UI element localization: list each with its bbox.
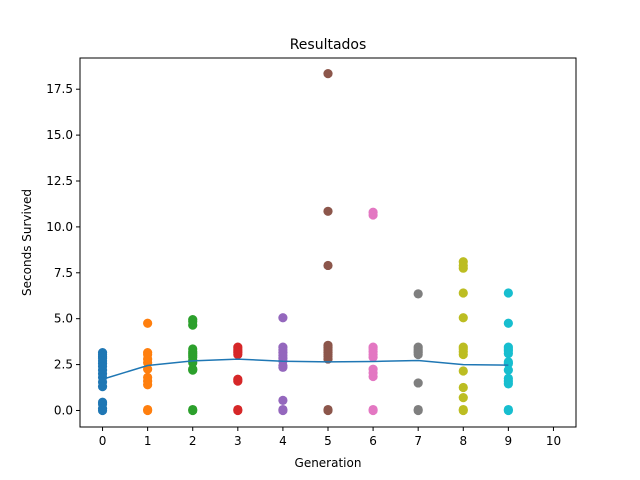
- data-point: [503, 365, 513, 375]
- data-point: [503, 318, 513, 328]
- data-point: [323, 260, 333, 271]
- y-tick-label: 10.0: [46, 220, 73, 234]
- data-point: [143, 405, 153, 416]
- y-tick-label: 0.0: [54, 403, 73, 417]
- mean-line: [102, 358, 509, 380]
- data-point: [368, 371, 378, 382]
- data-point: [503, 405, 513, 416]
- data-point: [278, 362, 288, 372]
- data-point: [503, 288, 513, 298]
- data-point: [368, 210, 378, 220]
- data-point: [233, 376, 243, 386]
- x-tick-label: 5: [324, 434, 332, 448]
- data-point: [233, 349, 243, 360]
- x-tick-label: 6: [369, 434, 377, 448]
- chart-marks: [97, 69, 513, 416]
- data-point: [188, 320, 198, 330]
- y-axis-label: Seconds Survived: [20, 189, 34, 296]
- data-point: [143, 380, 153, 390]
- data-point: [97, 405, 108, 416]
- x-tick-label: 0: [99, 434, 107, 448]
- data-point: [458, 349, 468, 360]
- data-point: [278, 405, 288, 416]
- data-point: [458, 393, 468, 403]
- data-point: [458, 313, 468, 323]
- y-tick-label: 5.0: [54, 312, 73, 326]
- data-point: [278, 395, 288, 405]
- x-tick-label: 4: [279, 434, 287, 448]
- data-point: [323, 206, 333, 216]
- data-point: [188, 405, 198, 416]
- y-tick-label: 7.5: [54, 266, 73, 280]
- x-tick-label: 10: [546, 434, 561, 448]
- y-tick-label: 12.5: [46, 174, 73, 188]
- x-axis: 0 1 2 3 4 5 6 7 8 9 10: [99, 427, 561, 448]
- data-point: [503, 359, 513, 369]
- data-point: [188, 365, 198, 375]
- data-point: [413, 378, 423, 388]
- x-tick-label: 3: [234, 434, 242, 448]
- data-point: [413, 289, 423, 299]
- data-point: [503, 379, 513, 389]
- y-tick-label: 15.0: [46, 128, 73, 142]
- x-tick-label: 2: [189, 434, 197, 448]
- data-point: [368, 352, 378, 362]
- data-point: [233, 405, 243, 416]
- y-axis: 0.0 2.5 5.0 7.5 10.0 12.5 15.0 17.5: [46, 82, 80, 417]
- data-point: [458, 405, 468, 416]
- y-tick-label: 2.5: [54, 358, 73, 372]
- data-point: [458, 288, 468, 298]
- data-point: [278, 313, 288, 323]
- data-point: [503, 348, 513, 359]
- x-tick-label: 7: [414, 434, 422, 448]
- data-point: [143, 318, 153, 328]
- x-tick-label: 1: [144, 434, 152, 448]
- data-point: [458, 382, 468, 393]
- data-point: [413, 405, 423, 416]
- x-tick-label: 8: [459, 434, 467, 448]
- data-point: [97, 382, 108, 392]
- x-axis-label: Generation: [295, 456, 362, 470]
- data-point: [368, 405, 378, 416]
- data-point: [458, 263, 468, 273]
- data-point: [323, 405, 333, 416]
- y-tick-label: 17.5: [46, 82, 73, 96]
- data-point: [323, 69, 333, 79]
- x-tick-label: 9: [505, 434, 513, 448]
- chart-title: Resultados: [290, 37, 367, 53]
- data-point: [458, 366, 468, 376]
- data-point: [413, 349, 423, 360]
- plot-frame: [79, 57, 577, 428]
